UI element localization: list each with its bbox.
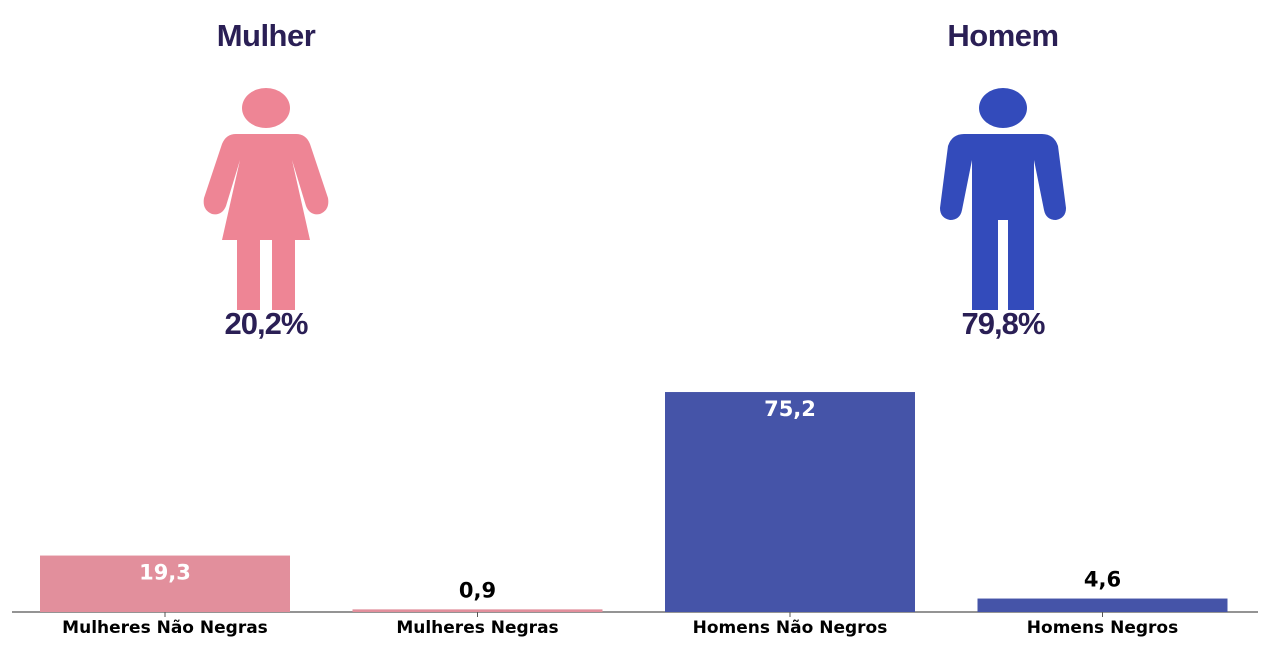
male-title: Homem: [947, 18, 1059, 53]
bar-value-label-1: 0,9: [459, 578, 496, 602]
bar-value-label-2: 75,2: [764, 397, 816, 421]
bar-1: [352, 609, 603, 612]
female-title: Mulher: [216, 18, 316, 53]
bar-3: [977, 598, 1228, 612]
category-label-3: Homens Negros: [1027, 618, 1178, 638]
bar-value-label-0: 19,3: [139, 561, 191, 585]
female-percent: 20,2%: [224, 306, 309, 341]
category-label-2: Homens Não Negros: [693, 618, 888, 638]
man-icon: [940, 88, 1066, 310]
category-label-0: Mulheres Não Negras: [62, 618, 268, 638]
woman-icon: [203, 88, 329, 310]
bar-2: [665, 392, 915, 612]
category-label-1: Mulheres Negras: [396, 618, 558, 638]
bar-0: [40, 555, 290, 612]
male-percent: 79,8%: [961, 306, 1046, 341]
bar-value-label-3: 4,6: [1084, 568, 1121, 592]
